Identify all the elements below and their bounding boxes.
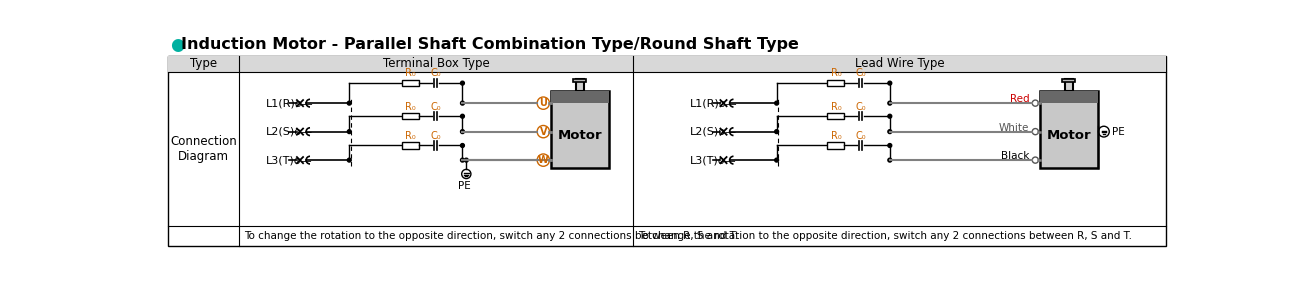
Circle shape [461, 81, 465, 85]
Circle shape [461, 114, 465, 118]
Circle shape [348, 101, 352, 105]
Bar [828, 113, 845, 119]
Bar [828, 142, 845, 149]
Circle shape [461, 130, 465, 134]
Bar [168, 56, 1167, 246]
Circle shape [775, 130, 779, 134]
Circle shape [775, 158, 779, 162]
Text: Motor: Motor [1047, 129, 1091, 142]
Bar [575, 78, 585, 91]
Circle shape [461, 158, 465, 162]
Text: R₀: R₀ [405, 102, 417, 112]
Text: Terminal Box Type: Terminal Box Type [383, 57, 490, 70]
Text: C₀: C₀ [855, 69, 866, 78]
Text: C₀: C₀ [855, 102, 866, 112]
Bar [402, 142, 419, 149]
Circle shape [461, 144, 465, 147]
Circle shape [348, 130, 352, 134]
Bar [168, 56, 1167, 72]
Circle shape [888, 130, 892, 134]
Bar [402, 80, 419, 86]
Text: C₀: C₀ [430, 69, 441, 78]
Text: Type: Type [190, 57, 217, 70]
Text: Lead Wire Type: Lead Wire Type [855, 57, 945, 70]
Bar [1040, 91, 1098, 103]
Text: L1(R)o—: L1(R)o— [266, 98, 314, 108]
Circle shape [888, 114, 892, 118]
Text: White: White [999, 123, 1029, 133]
Text: L2(S)o—: L2(S)o— [266, 127, 314, 137]
Text: PE: PE [1112, 127, 1125, 137]
Text: L3(T)o—: L3(T)o— [690, 155, 736, 165]
Text: R₀: R₀ [405, 69, 417, 78]
Bar [551, 91, 609, 103]
Text: PE: PE [457, 181, 470, 191]
Circle shape [465, 158, 469, 162]
Text: R₀: R₀ [831, 69, 841, 78]
Bar [828, 80, 845, 86]
Text: Induction Motor - Parallel Shaft Combination Type/Round Shaft Type: Induction Motor - Parallel Shaft Combina… [181, 37, 798, 52]
Bar [1040, 91, 1098, 168]
Text: Red: Red [1009, 94, 1029, 104]
Text: C₀: C₀ [430, 102, 441, 112]
Text: W: W [538, 155, 548, 165]
Text: V: V [539, 127, 547, 137]
Text: U: U [539, 98, 547, 108]
Circle shape [888, 158, 892, 162]
Circle shape [888, 144, 892, 147]
Bar [402, 113, 419, 119]
Bar [551, 91, 609, 168]
Circle shape [461, 101, 465, 105]
Text: R₀: R₀ [831, 102, 841, 112]
Circle shape [348, 158, 352, 162]
Text: To change the rotation to the opposite direction, switch any 2 connections betwe: To change the rotation to the opposite d… [638, 231, 1131, 241]
Text: ●: ● [169, 36, 185, 54]
Circle shape [888, 81, 892, 85]
Text: To change the rotation to the opposite direction, switch any 2 connections betwe: To change the rotation to the opposite d… [243, 231, 738, 241]
Bar [573, 78, 586, 82]
Circle shape [888, 101, 892, 105]
Bar [1062, 78, 1075, 82]
Text: R₀: R₀ [831, 131, 841, 141]
Text: C₀: C₀ [855, 131, 866, 141]
Text: C₀: C₀ [430, 131, 441, 141]
Text: Black: Black [1001, 151, 1029, 161]
Text: Motor: Motor [557, 129, 603, 142]
Text: L3(T)o—: L3(T)o— [266, 155, 312, 165]
Text: L1(R)o—: L1(R)o— [690, 98, 737, 108]
Text: Connection
Diagram: Connection Diagram [171, 135, 237, 163]
Bar [1065, 78, 1073, 91]
Circle shape [775, 101, 779, 105]
Text: R₀: R₀ [405, 131, 417, 141]
Text: L2(S)o—: L2(S)o— [690, 127, 737, 137]
